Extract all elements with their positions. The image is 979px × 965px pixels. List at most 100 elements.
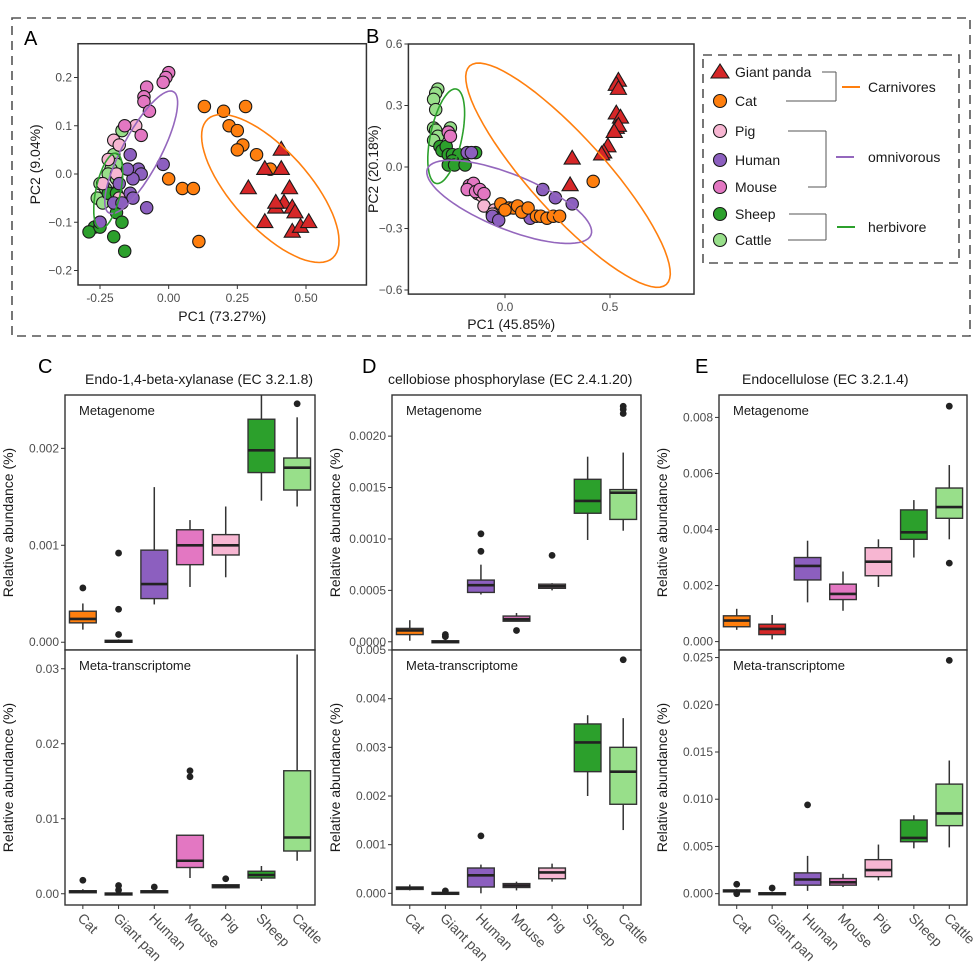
y-tick-label: 0.0005 bbox=[349, 583, 386, 597]
y-tick-label: 0.002 bbox=[356, 789, 386, 803]
x-tick-label: 0.5 bbox=[602, 300, 619, 314]
y-tick-label: 0.1 bbox=[55, 119, 72, 133]
outlier-point bbox=[768, 884, 776, 892]
facet-area bbox=[719, 395, 967, 650]
x-tick-label: 0.50 bbox=[294, 291, 318, 305]
point-giant-panda bbox=[255, 159, 274, 175]
outlier-point bbox=[513, 627, 520, 634]
box-iqr bbox=[175, 529, 205, 566]
outlier-point bbox=[186, 767, 194, 775]
box-sheep bbox=[247, 395, 276, 501]
point-giant-panda bbox=[266, 193, 285, 209]
y-tick-label: 0.000 bbox=[356, 886, 386, 900]
box-cat bbox=[722, 880, 751, 898]
x-tick-label: -0.25 bbox=[86, 291, 114, 305]
box-giant-panda bbox=[431, 631, 460, 644]
y-tick-label: 0.000 bbox=[683, 887, 713, 901]
point-cat bbox=[586, 174, 600, 189]
legend-entry-cattle: Cattle bbox=[712, 232, 772, 248]
y-tick-label: −0.1 bbox=[48, 215, 72, 229]
box-mouse bbox=[175, 520, 205, 587]
facet-label: Meta-transcriptome bbox=[79, 658, 191, 673]
box-pig bbox=[864, 539, 893, 587]
y-tick-label: 0.001 bbox=[29, 538, 59, 552]
point-human bbox=[112, 176, 126, 191]
box-giant-panda bbox=[431, 887, 460, 896]
box-iqr bbox=[899, 509, 928, 541]
point-cat bbox=[230, 143, 245, 157]
y-tick-label: −0.2 bbox=[48, 264, 72, 278]
box-sheep bbox=[899, 815, 928, 849]
box-cat bbox=[395, 620, 424, 641]
point-cat bbox=[238, 99, 253, 114]
panel-letter-d: D bbox=[362, 356, 376, 378]
box-human bbox=[466, 832, 495, 894]
point-sheep bbox=[115, 215, 129, 230]
outlier-point bbox=[150, 883, 158, 891]
outlier-point bbox=[804, 801, 811, 809]
y-tick-label: 0.005 bbox=[683, 839, 713, 853]
legend-label: Mouse bbox=[735, 179, 777, 195]
box-giant-panda bbox=[758, 884, 787, 896]
outlier-point bbox=[115, 549, 122, 557]
box-human bbox=[793, 540, 822, 603]
box-sheep bbox=[247, 866, 276, 881]
legend-entry-cat: Cat bbox=[712, 93, 757, 109]
box-iqr bbox=[140, 549, 169, 600]
x-axis-title: PC1 (73.27%) bbox=[178, 308, 266, 324]
outlier-point bbox=[945, 402, 953, 410]
facet-area bbox=[719, 650, 967, 905]
ellipse-omnivorous bbox=[425, 159, 593, 245]
y-tick-label: 0.010 bbox=[683, 792, 713, 806]
legend-label: Cat bbox=[735, 93, 757, 109]
y-tick-label: 0.003 bbox=[356, 740, 386, 754]
y-axis-title: PC2 (20.18%) bbox=[365, 125, 381, 213]
box-iqr bbox=[609, 488, 638, 521]
box-cattle bbox=[609, 402, 638, 531]
outlier-point bbox=[186, 773, 194, 781]
group-label: omnivorous bbox=[868, 149, 940, 165]
outlier-point bbox=[945, 656, 953, 664]
series-mouse bbox=[117, 65, 176, 143]
y-tick-label: 0.0010 bbox=[349, 532, 386, 546]
box-cat bbox=[395, 884, 424, 891]
top-dashed-frame bbox=[11, 17, 971, 337]
legend-label: Pig bbox=[735, 123, 755, 139]
outlier-point bbox=[733, 890, 741, 898]
point-human bbox=[565, 197, 579, 211]
outlier-point bbox=[945, 559, 953, 567]
y-tick-label: 0.3 bbox=[386, 99, 403, 113]
y-tick-label: −0.6 bbox=[379, 283, 403, 297]
box-pig bbox=[864, 844, 893, 881]
box-iqr bbox=[466, 867, 495, 888]
y-tick-label: 0.000 bbox=[29, 635, 59, 649]
y-tick-label: 0.002 bbox=[683, 579, 713, 593]
y-axis-title: Relative abundance (%) bbox=[0, 703, 16, 852]
outlier-point bbox=[293, 400, 301, 408]
legend-group-carnivores: Carnivores bbox=[786, 71, 936, 102]
y-tick-label: 0.00 bbox=[36, 887, 60, 901]
point-giant-panda bbox=[272, 159, 291, 175]
legend-circle-icon bbox=[712, 93, 728, 109]
y-tick-label: 0.01 bbox=[36, 812, 60, 826]
point-giant-panda bbox=[592, 145, 611, 161]
facet-meta-transcriptome: Meta-transcriptome 0.00 0.01 0.02 0.03 Relati… bbox=[0, 649, 316, 909]
ellipse-carnivores bbox=[464, 62, 672, 289]
point-mouse bbox=[134, 128, 148, 143]
y-tick-label: 0.0020 bbox=[349, 429, 386, 443]
y-tick-label: 0.03 bbox=[36, 662, 60, 676]
point-giant-panda bbox=[239, 178, 258, 195]
series-cat bbox=[494, 174, 600, 226]
legend-group-herbivore: herbivore bbox=[788, 213, 927, 241]
y-tick-label: 0.0015 bbox=[349, 481, 386, 495]
box-giant-panda bbox=[758, 614, 787, 640]
box-cattle bbox=[283, 654, 312, 861]
outlier-point bbox=[115, 882, 122, 889]
series-giant-panda bbox=[239, 140, 318, 238]
legend-entry-human: Human bbox=[712, 152, 780, 168]
y-axis-title: PC2 (9.04%) bbox=[27, 124, 43, 204]
facet-meta-transcriptome: Meta-transcriptome 0.000 0.001 0.002 0.003 0.… bbox=[327, 643, 642, 909]
point-mouse bbox=[117, 119, 132, 133]
point-sheep bbox=[106, 229, 121, 244]
box-giant-panda bbox=[104, 549, 133, 644]
